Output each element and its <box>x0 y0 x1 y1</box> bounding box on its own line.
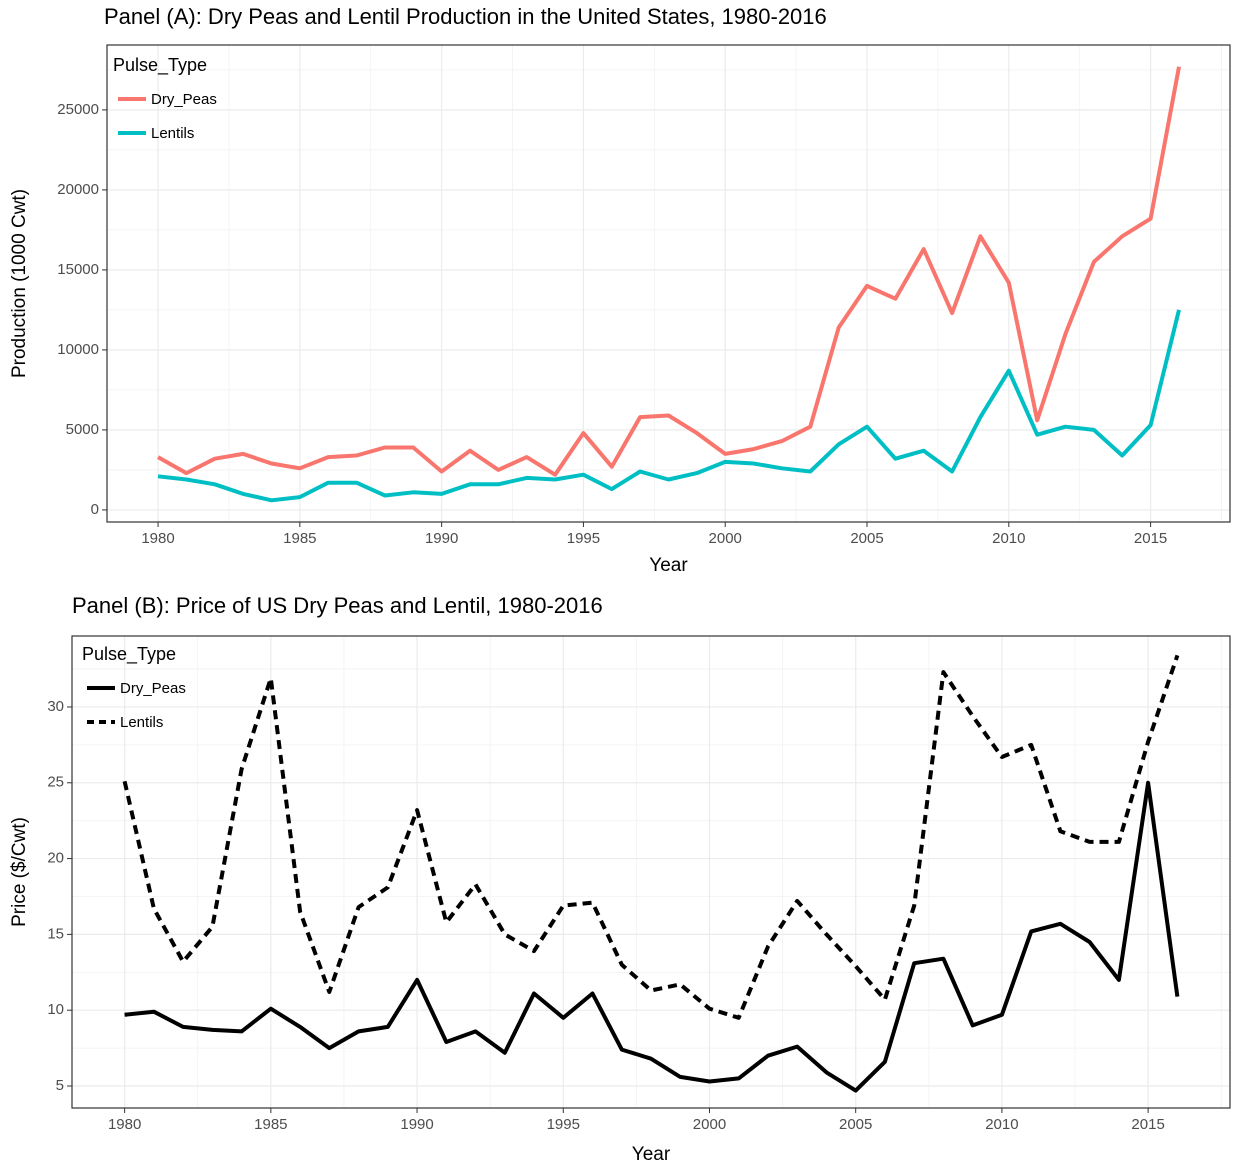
plot-background <box>107 45 1230 522</box>
x-tick-label: 2005 <box>839 1116 872 1133</box>
y-tick-label: 15 <box>47 925 64 942</box>
y-axis-title: Production (1000 Cwt) <box>9 189 30 378</box>
y-tick-label: 20000 <box>57 181 99 198</box>
y-tick-label: 5 <box>56 1077 64 1094</box>
x-tick-label: 2000 <box>709 530 742 547</box>
x-axis-title: Year <box>649 555 688 576</box>
series-line <box>122 654 1180 1020</box>
x-tick-label: 1985 <box>283 530 316 547</box>
x-axis-title: Year <box>632 1144 671 1165</box>
x-tick-label: 1980 <box>108 1116 141 1133</box>
x-tick-label: 2015 <box>1131 1116 1164 1133</box>
y-axis-title: Price ($/Cwt) <box>9 817 30 927</box>
legend-label: Dry_Peas <box>151 91 217 108</box>
y-tick-label: 25000 <box>57 101 99 118</box>
series-line <box>157 66 1181 477</box>
legend-label: Dry_Peas <box>120 680 186 697</box>
plot-border <box>71 635 1231 1109</box>
chart-title: Panel (B): Price of US Dry Peas and Lent… <box>72 593 603 618</box>
y-tick-label: 10000 <box>57 341 99 358</box>
series-line <box>157 309 1181 503</box>
x-tick-label: 1980 <box>141 530 174 547</box>
series-line <box>124 780 1180 1093</box>
x-tick-label: 2000 <box>693 1116 726 1133</box>
y-tick-label: 0 <box>91 501 99 518</box>
x-tick-label: 1990 <box>400 1116 433 1133</box>
legend-label: Lentils <box>151 125 194 142</box>
x-tick-label: 1995 <box>547 1116 580 1133</box>
y-tick-label: 15000 <box>57 261 99 278</box>
y-tick-label: 25 <box>47 774 64 791</box>
plot-border <box>106 44 1231 523</box>
y-tick-label: 10 <box>47 1001 64 1018</box>
chart-title: Panel (A): Dry Peas and Lentil Productio… <box>104 4 827 29</box>
x-tick-label: 2010 <box>992 530 1025 547</box>
legend-title: Pulse_Type <box>82 644 176 665</box>
y-tick-label: 5000 <box>66 421 99 438</box>
x-tick-label: 1995 <box>567 530 600 547</box>
plot-background <box>72 636 1230 1108</box>
y-tick-label: 20 <box>47 850 64 867</box>
x-tick-label: 2005 <box>850 530 883 547</box>
x-tick-label: 1990 <box>425 530 458 547</box>
legend-title: Pulse_Type <box>113 55 207 76</box>
x-tick-label: 1985 <box>254 1116 287 1133</box>
x-tick-label: 2010 <box>985 1116 1018 1133</box>
y-tick-label: 30 <box>47 698 64 715</box>
x-tick-label: 2015 <box>1134 530 1167 547</box>
legend-label: Lentils <box>120 714 163 731</box>
